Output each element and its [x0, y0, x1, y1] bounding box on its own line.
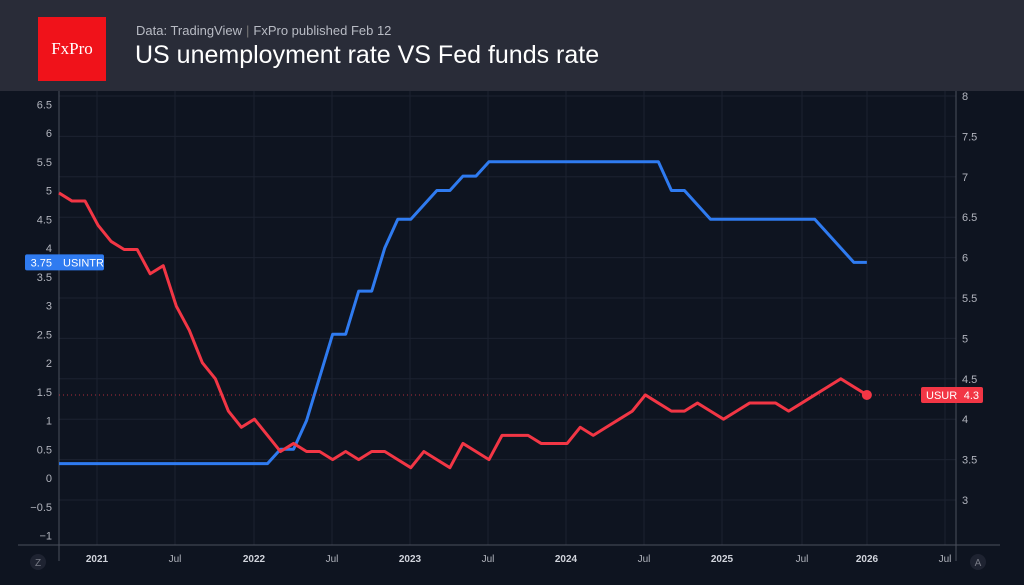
publisher: FxPro published Feb 12 [253, 23, 392, 38]
left-axis-tick-label: 2.5 [37, 329, 52, 341]
zoom-reset-button[interactable] [30, 554, 46, 570]
x-axis-tick-label: Jul [939, 554, 952, 565]
usintr-badge-name: USINTR [63, 257, 104, 269]
x-axis-tick-label: Jul [326, 554, 339, 565]
right-axis-tick-label: 3 [962, 495, 968, 507]
series-line-usur [58, 191, 868, 470]
usur-badge-name: USUR [926, 390, 957, 402]
usintr-badge-value: 3.75 [31, 257, 52, 269]
left-axis-tick-label: 3 [46, 301, 52, 313]
left-axis-tick-label: 0 [46, 473, 52, 485]
left-axis-tick-label: 4.5 [37, 214, 52, 226]
left-axis-tick-label: 5 [46, 186, 52, 198]
right-axis-tick-label: 6.5 [962, 212, 977, 224]
x-axis-tick-label: 2026 [856, 554, 879, 565]
left-axis-tick-label: 4 [46, 243, 52, 255]
left-axis-tick-label: 2 [46, 358, 52, 370]
page-title: US unemployment rate VS Fed funds rate [135, 41, 600, 69]
left-axis-tick-label: 5.5 [37, 157, 52, 169]
subtitle: Data: TradingView | FxPro published Feb 12 [136, 23, 392, 38]
right-axis-tick-label: 4 [962, 414, 968, 426]
left-axis-tick-label: 6 [46, 128, 52, 140]
left-axis-tick-label: 6.5 [37, 99, 52, 111]
right-axis-tick-label: 8 [962, 91, 968, 103]
right-axis-tick-label: 6 [962, 253, 968, 265]
zoom-reset-button-label: Z [35, 558, 41, 569]
logo-text: FxPro [51, 39, 93, 58]
usintr-badge [25, 254, 104, 271]
x-axis-tick-label: 2024 [555, 554, 578, 565]
right-axis-tick-label: 5.5 [962, 293, 977, 305]
header: FxPro Data: TradingView | FxPro published … [0, 0, 1024, 91]
left-axis-tick-label: −0.5 [30, 502, 52, 514]
chart[interactable]: 6.5 6 5.5 5 4.5 4 3.5 3 2.5 2 1.5 1 0.5 0 −0.5 −1 8 7.5 7 6… [0, 91, 1024, 585]
last-point-marker-usur [861, 389, 872, 400]
right-axis-tick-label: 4.5 [962, 374, 977, 386]
right-axis-tick-label: 7.5 [962, 131, 977, 143]
right-axis-tick-label: 3.5 [962, 455, 977, 467]
auto-scale-button[interactable] [970, 554, 986, 570]
right-axis-tick-label: 5 [962, 333, 968, 345]
usur-badge-value: 4.3 [964, 390, 979, 402]
auto-scale-button-label: A [975, 558, 982, 569]
x-axis-tick-label: Jul [638, 554, 651, 565]
x-axis-tick-label: 2025 [711, 554, 734, 565]
left-axis-tick-label: −1 [39, 531, 52, 543]
data-source: Data: TradingView [136, 23, 242, 38]
x-axis-tick-label: Jul [796, 554, 809, 565]
x-axis-tick-label: Jul [169, 554, 182, 565]
x-axis-tick-label: 2023 [399, 554, 422, 565]
x-axis-tick-label: 2022 [243, 554, 266, 565]
right-axis-tick-label: 7 [962, 172, 968, 184]
x-axis-tick-label: 2021 [86, 554, 109, 565]
left-axis-tick-label: 3.5 [37, 272, 52, 284]
usur-badge [921, 386, 983, 403]
left-axis-tick-label: 1 [46, 416, 52, 428]
fxpro-logo: FxPro [38, 17, 106, 81]
left-axis-tick-label: 0.5 [37, 444, 52, 456]
x-axis-tick-label: Jul [482, 554, 495, 565]
left-axis-tick-label: 1.5 [37, 387, 52, 399]
